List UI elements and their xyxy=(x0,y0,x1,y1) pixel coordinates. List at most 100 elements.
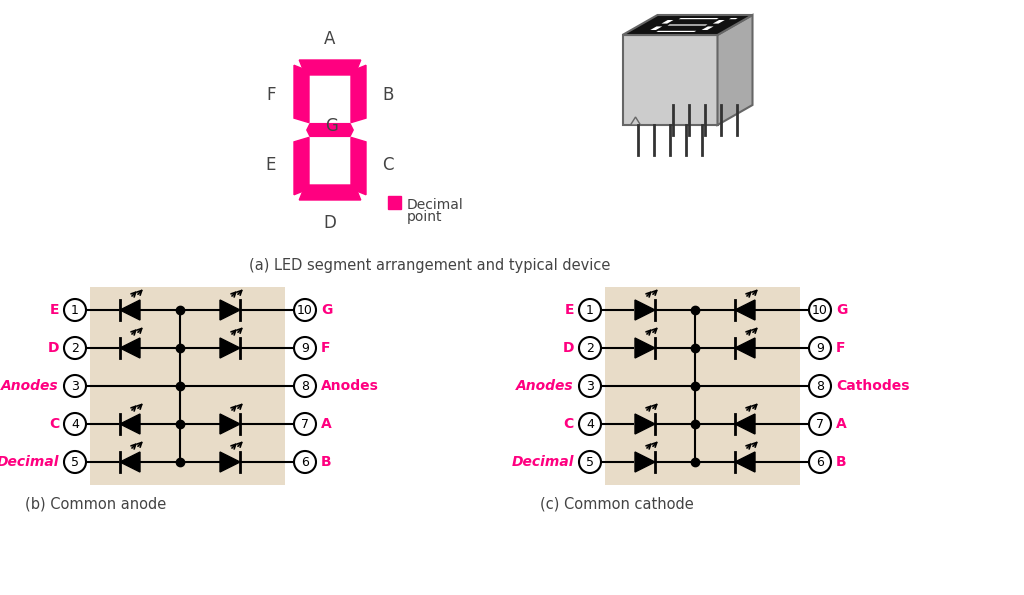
Text: C: C xyxy=(49,417,59,431)
Text: Decimal: Decimal xyxy=(512,455,574,469)
Polygon shape xyxy=(701,26,714,30)
Polygon shape xyxy=(623,35,718,125)
Circle shape xyxy=(63,337,86,359)
Polygon shape xyxy=(635,338,655,358)
Text: 8: 8 xyxy=(816,380,824,393)
Text: 10: 10 xyxy=(812,303,828,317)
Bar xyxy=(90,287,285,485)
Text: E: E xyxy=(265,156,276,174)
Bar xyxy=(605,287,800,485)
Text: 3: 3 xyxy=(586,380,594,393)
Text: 3: 3 xyxy=(71,380,79,393)
Polygon shape xyxy=(120,414,140,434)
Text: 2: 2 xyxy=(71,342,79,355)
Text: B: B xyxy=(321,455,332,469)
Circle shape xyxy=(579,337,601,359)
Text: G: G xyxy=(326,117,339,135)
Text: C: C xyxy=(564,417,574,431)
Text: E: E xyxy=(49,303,59,317)
Polygon shape xyxy=(220,452,240,472)
Polygon shape xyxy=(294,137,309,195)
Text: D: D xyxy=(47,341,59,355)
Polygon shape xyxy=(635,452,655,472)
Text: Anodes: Anodes xyxy=(321,379,379,393)
Text: 1: 1 xyxy=(71,303,79,317)
Text: Anodes: Anodes xyxy=(1,379,59,393)
Text: F: F xyxy=(266,86,276,104)
Polygon shape xyxy=(718,15,753,125)
Text: (a) LED segment arrangement and typical device: (a) LED segment arrangement and typical … xyxy=(249,258,610,273)
Text: 1: 1 xyxy=(586,303,594,317)
Text: B: B xyxy=(382,86,393,104)
Polygon shape xyxy=(635,300,655,320)
Polygon shape xyxy=(299,185,360,200)
Circle shape xyxy=(579,413,601,435)
Polygon shape xyxy=(294,65,309,123)
Text: G: G xyxy=(321,303,333,317)
Polygon shape xyxy=(679,18,719,19)
Polygon shape xyxy=(713,20,725,24)
Circle shape xyxy=(294,299,316,321)
Text: point: point xyxy=(407,210,442,224)
Polygon shape xyxy=(299,60,360,75)
Text: Decimal: Decimal xyxy=(407,198,464,212)
Circle shape xyxy=(294,375,316,397)
Polygon shape xyxy=(307,124,353,136)
Circle shape xyxy=(809,375,831,397)
Text: 10: 10 xyxy=(297,303,313,317)
Polygon shape xyxy=(120,300,140,320)
Polygon shape xyxy=(220,300,240,320)
Polygon shape xyxy=(120,452,140,472)
Circle shape xyxy=(579,299,601,321)
Circle shape xyxy=(809,337,831,359)
Bar xyxy=(388,196,401,209)
Polygon shape xyxy=(735,452,755,472)
Text: B: B xyxy=(836,455,847,469)
Polygon shape xyxy=(735,414,755,434)
Text: A: A xyxy=(325,30,336,48)
Text: F: F xyxy=(836,341,846,355)
Text: G: G xyxy=(836,303,848,317)
Circle shape xyxy=(294,451,316,473)
Circle shape xyxy=(63,413,86,435)
Polygon shape xyxy=(120,338,140,358)
Text: (b) Common anode: (b) Common anode xyxy=(25,497,166,512)
Circle shape xyxy=(809,413,831,435)
Polygon shape xyxy=(220,338,240,358)
Text: 7: 7 xyxy=(816,418,824,431)
Text: 4: 4 xyxy=(71,418,79,431)
Text: Cathodes: Cathodes xyxy=(836,379,909,393)
Circle shape xyxy=(63,299,86,321)
Circle shape xyxy=(63,375,86,397)
Text: D: D xyxy=(562,341,574,355)
Polygon shape xyxy=(668,24,708,26)
Polygon shape xyxy=(631,117,640,125)
Polygon shape xyxy=(351,137,366,195)
Text: A: A xyxy=(836,417,847,431)
Text: 5: 5 xyxy=(71,456,79,468)
Text: (c) Common cathode: (c) Common cathode xyxy=(540,497,693,512)
Text: 2: 2 xyxy=(586,342,594,355)
Circle shape xyxy=(63,451,86,473)
Text: F: F xyxy=(321,341,331,355)
Text: 8: 8 xyxy=(301,380,309,393)
Circle shape xyxy=(579,375,601,397)
Circle shape xyxy=(294,413,316,435)
Text: 5: 5 xyxy=(586,456,594,468)
Text: D: D xyxy=(324,214,337,232)
Circle shape xyxy=(294,337,316,359)
Text: 6: 6 xyxy=(301,456,309,468)
Text: Anodes: Anodes xyxy=(516,379,574,393)
Polygon shape xyxy=(662,20,674,24)
Text: 9: 9 xyxy=(301,342,309,355)
Text: Decimal: Decimal xyxy=(0,455,59,469)
Polygon shape xyxy=(735,338,755,358)
Polygon shape xyxy=(735,300,755,320)
Polygon shape xyxy=(656,31,696,32)
Text: E: E xyxy=(564,303,574,317)
Polygon shape xyxy=(623,15,753,35)
Text: C: C xyxy=(382,156,393,174)
Polygon shape xyxy=(351,65,366,123)
Text: A: A xyxy=(321,417,332,431)
Circle shape xyxy=(579,451,601,473)
